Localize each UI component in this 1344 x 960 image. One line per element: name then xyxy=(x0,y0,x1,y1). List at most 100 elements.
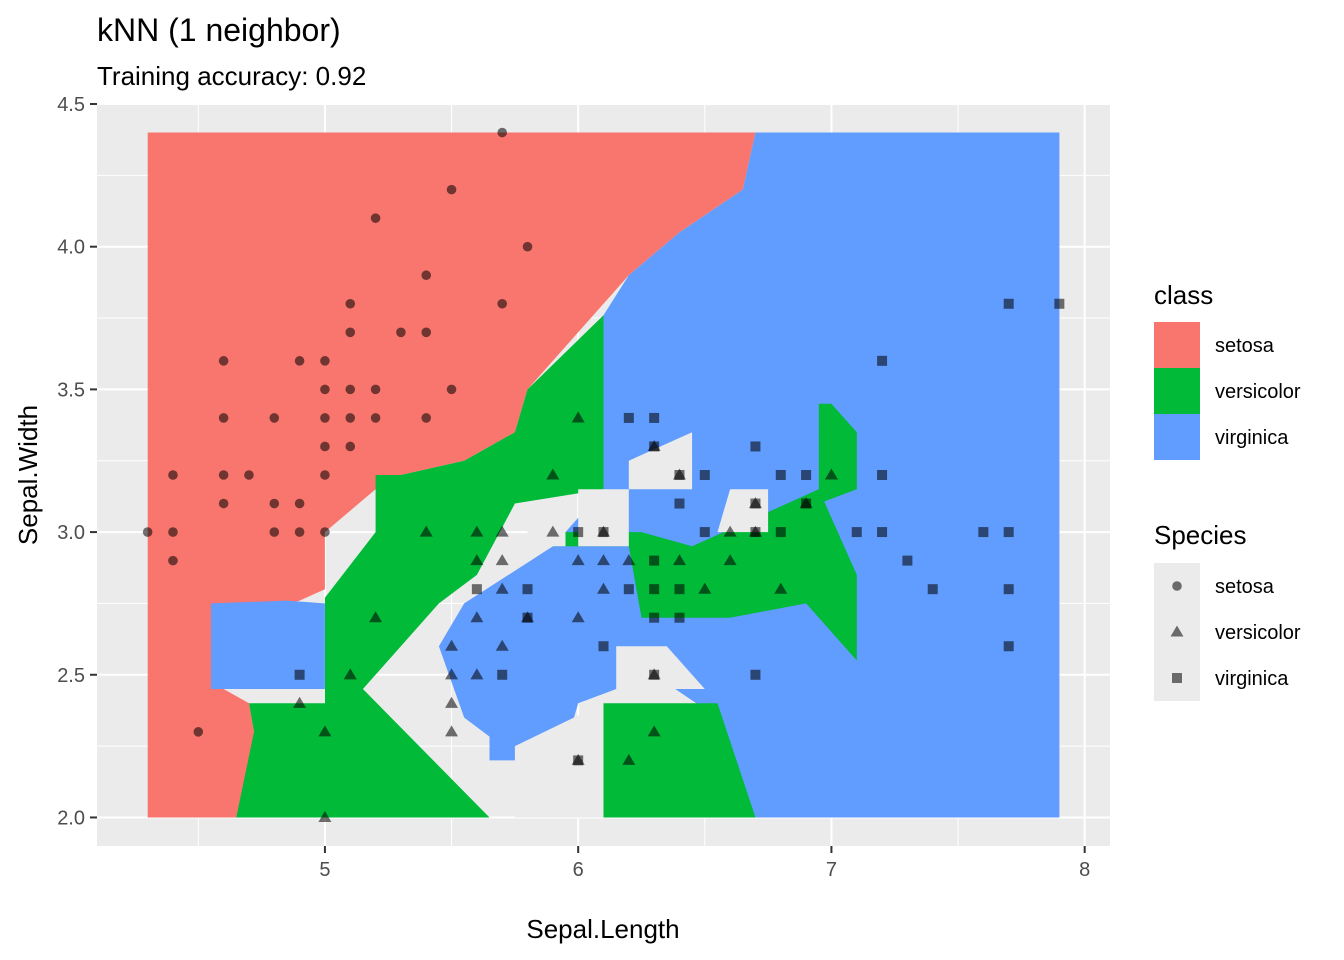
point-setosa xyxy=(497,127,508,138)
point-setosa xyxy=(370,213,381,223)
class-legend-key-setosa xyxy=(1154,322,1200,368)
point-setosa xyxy=(142,527,153,537)
point-setosa xyxy=(320,470,330,480)
region-patch-none xyxy=(527,503,566,547)
point-versicolor xyxy=(672,554,686,566)
point-versicolor xyxy=(571,411,585,423)
point-virginica xyxy=(877,355,888,366)
x-tick-label: 6 xyxy=(573,859,584,881)
point-virginica xyxy=(623,584,634,595)
point-setosa xyxy=(370,384,381,395)
species-legend-title: Species xyxy=(1154,520,1247,550)
point-setosa xyxy=(269,413,280,423)
point-versicolor xyxy=(597,582,610,594)
point-versicolor xyxy=(318,725,332,737)
point-versicolor xyxy=(495,582,509,594)
point-virginica xyxy=(649,584,660,595)
point-virginica xyxy=(801,498,812,509)
point-setosa xyxy=(168,555,178,566)
chart-subtitle: Training accuracy: 0.92 xyxy=(97,61,366,91)
point-versicolor xyxy=(369,611,383,623)
class-legend-key-versicolor xyxy=(1154,368,1200,414)
point-setosa xyxy=(294,527,305,537)
point-versicolor xyxy=(419,525,433,537)
region-patch-versicolor xyxy=(603,703,756,818)
y-tick-label: 4.0 xyxy=(57,237,85,259)
point-virginica xyxy=(902,555,913,566)
point-virginica xyxy=(573,527,584,538)
x-tick-label: 5 xyxy=(319,859,330,881)
x-tick-label: 8 xyxy=(1079,859,1090,881)
point-versicolor xyxy=(445,639,459,651)
point-virginica xyxy=(750,669,761,680)
point-versicolor xyxy=(293,696,307,708)
point-versicolor xyxy=(647,725,661,737)
point-setosa xyxy=(421,270,432,281)
point-virginica xyxy=(775,470,786,480)
point-virginica xyxy=(471,584,482,595)
point-versicolor xyxy=(571,611,585,623)
point-setosa xyxy=(193,727,204,737)
point-virginica xyxy=(978,527,989,538)
point-setosa xyxy=(244,470,254,480)
point-virginica xyxy=(750,498,761,509)
point-virginica xyxy=(750,527,761,538)
point-virginica xyxy=(1003,298,1014,309)
point-setosa xyxy=(345,413,356,423)
point-setosa xyxy=(320,527,330,537)
point-versicolor xyxy=(445,696,459,708)
point-virginica xyxy=(699,470,710,480)
point-versicolor xyxy=(445,725,459,737)
point-versicolor xyxy=(470,668,484,680)
point-setosa xyxy=(396,327,406,338)
class-legend-key-virginica xyxy=(1154,414,1200,460)
point-setosa xyxy=(446,184,457,195)
point-virginica xyxy=(522,584,533,595)
species-legend-key-square xyxy=(1172,673,1182,683)
species-legend-label: versicolor xyxy=(1215,622,1301,644)
point-setosa xyxy=(269,498,280,509)
region-virginica xyxy=(438,132,1060,818)
point-versicolor xyxy=(470,525,484,537)
point-versicolor xyxy=(622,753,636,765)
point-setosa xyxy=(218,356,229,366)
point-virginica xyxy=(674,584,685,595)
point-versicolor xyxy=(343,668,357,680)
point-setosa xyxy=(218,498,229,509)
class-legend-title: class xyxy=(1154,280,1213,310)
point-setosa xyxy=(168,527,178,537)
point-versicolor xyxy=(723,554,737,566)
y-tick-label: 3.0 xyxy=(57,522,85,544)
point-setosa xyxy=(421,413,432,423)
region-patch-none xyxy=(616,646,705,689)
point-virginica xyxy=(598,527,609,538)
point-virginica xyxy=(573,755,584,766)
y-tick-label: 2.0 xyxy=(57,807,85,829)
point-versicolor xyxy=(495,525,509,537)
point-virginica xyxy=(851,527,862,538)
point-versicolor xyxy=(546,525,560,537)
point-setosa xyxy=(345,384,356,395)
point-setosa xyxy=(345,327,356,338)
species-legend-label: virginica xyxy=(1215,668,1289,690)
region-patch-none xyxy=(514,703,604,818)
point-setosa xyxy=(218,413,229,423)
species-legend-label: setosa xyxy=(1215,576,1275,598)
point-virginica xyxy=(877,470,888,480)
x-axis-title: Sepal.Length xyxy=(526,914,679,944)
point-virginica xyxy=(649,441,660,452)
point-versicolor xyxy=(495,554,509,566)
point-virginica xyxy=(674,498,685,509)
region-versicolor xyxy=(236,315,604,818)
point-virginica xyxy=(649,612,660,623)
decision-regions xyxy=(147,132,1060,818)
region-patch-virginica xyxy=(211,600,325,689)
region-patch-virginica xyxy=(489,632,528,761)
point-setosa xyxy=(218,470,229,480)
point-versicolor xyxy=(622,554,636,566)
point-setosa xyxy=(294,356,305,366)
point-versicolor xyxy=(571,554,585,566)
point-virginica xyxy=(674,470,685,480)
x-tick-label: 7 xyxy=(826,859,837,881)
point-virginica xyxy=(801,470,812,480)
